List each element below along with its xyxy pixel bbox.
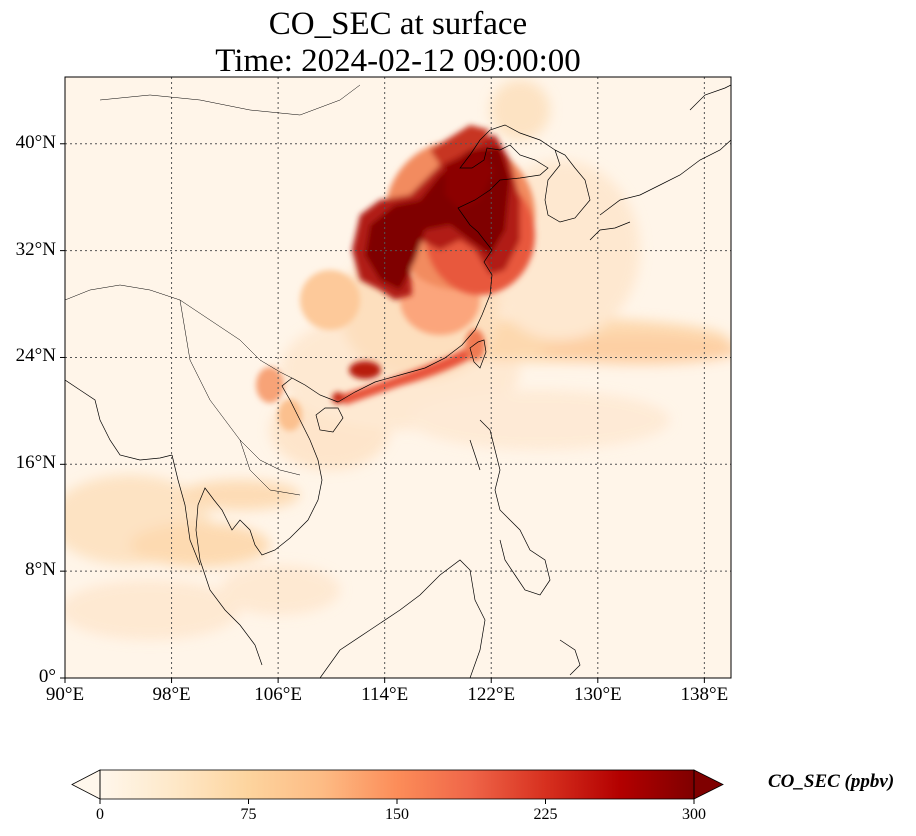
colorbar-body [100,770,694,799]
lon-tick-label: 130°E [573,684,622,705]
lon-tick-label: 122°E [467,684,516,705]
colorbar-label: CO_SEC (ppbv) [768,771,895,792]
lat-tick-label: 0° [38,666,56,687]
colorbar-tick-label: 225 [533,806,558,823]
map-frame [64,76,732,679]
axis-ticks [60,143,705,683]
lon-tick-label: 106°E [254,684,302,705]
lon-tick-label: 114°E [361,684,409,705]
lat-tick-label: 32°N [15,238,56,260]
lon-tick-label: 90°E [45,684,85,705]
colorbar [71,769,724,804]
lat-tick-label: 8°N [25,559,56,581]
gridlines [65,77,731,678]
lat-tick-label: 24°N [15,345,56,367]
lon-tick-label: 138°E [680,684,729,705]
title-line2: Time: 2024-02-12 09:00:00 [215,43,581,79]
coastlines [65,84,731,678]
chart-title: CO_SEC at surface Time: 2024-02-12 09:00… [66,6,730,80]
lon-tick-label: 98°E [152,684,191,705]
colorbar-extend-left [71,769,101,800]
colorbar-tick-label: 150 [385,806,409,823]
colorbar-extend-right [693,769,724,800]
colorbar-tick-label: 300 [682,806,706,823]
lat-tick-label: 40°N [15,131,56,153]
title-line1: CO_SEC at surface [268,6,528,42]
colorbar-tick-label: 75 [240,806,257,823]
colorbar-tick-label: 0 [96,806,104,823]
lat-tick-label: 16°N [15,452,56,474]
